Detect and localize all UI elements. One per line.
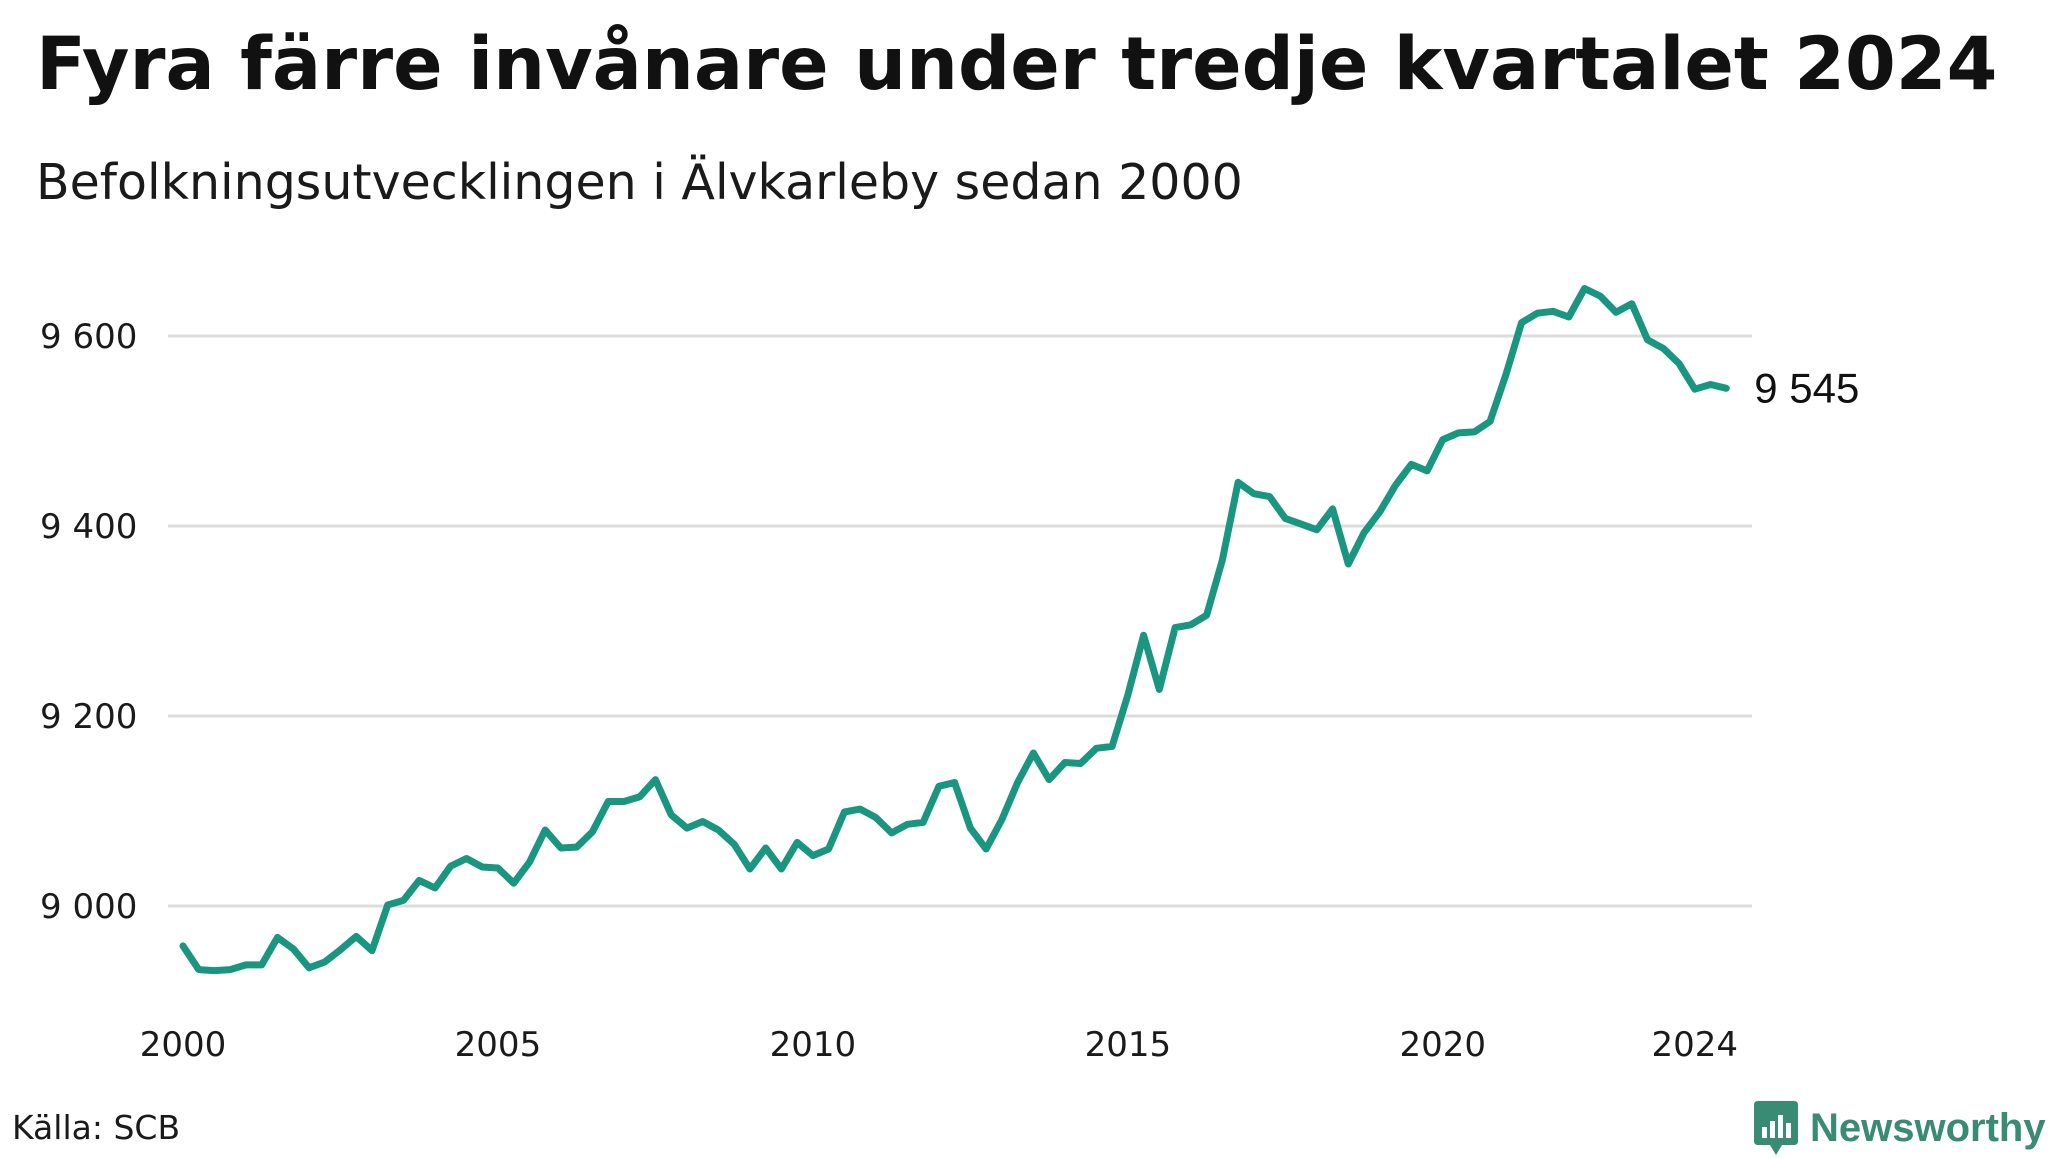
- source-note: Källa: SCB: [12, 1108, 181, 1147]
- brand-name: Newsworthy: [1810, 1105, 2046, 1150]
- series-group: [179, 285, 1730, 975]
- x-tick-label: 2005: [455, 1025, 542, 1065]
- brand-logo[interactable]: Newsworthy: [1752, 1098, 2046, 1158]
- x-tick-label: 2015: [1085, 1025, 1172, 1065]
- x-tick-label: 2024: [1651, 1025, 1738, 1065]
- y-tick-label: 9 000: [40, 887, 137, 927]
- x-tick-label: 2000: [140, 1025, 227, 1065]
- series-line: [179, 285, 1730, 975]
- chart-subtitle: Befolkningsutvecklingen i Älvkarleby sed…: [36, 154, 1243, 211]
- end-value-label: 9 545: [1754, 364, 1859, 411]
- y-tick-label: 9 400: [40, 507, 137, 547]
- end-label-group: 9 545: [1754, 364, 1859, 411]
- gridlines: [168, 334, 1752, 908]
- bar-chart-logo-icon: [1754, 1101, 1798, 1155]
- y-axis-ticks: 9 000 9 200 9 400 9 600: [40, 317, 137, 927]
- x-tick-label: 2020: [1400, 1025, 1487, 1065]
- x-tick-label: 2010: [770, 1025, 857, 1065]
- y-tick-label: 9 600: [40, 317, 137, 357]
- x-axis-ticks: 2000 2005 2010 2015 2020 2024: [140, 1025, 1738, 1065]
- chart-title: Fyra färre invånare under tredje kvartal…: [36, 22, 1998, 107]
- y-tick-label: 9 200: [40, 697, 137, 737]
